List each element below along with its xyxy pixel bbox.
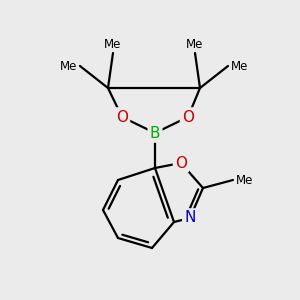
Text: O: O <box>116 110 128 124</box>
Text: O: O <box>182 110 194 124</box>
Text: B: B <box>150 125 160 140</box>
Text: Me: Me <box>186 38 204 51</box>
Text: O: O <box>175 155 187 170</box>
Text: Me: Me <box>104 38 122 51</box>
Text: Me: Me <box>236 173 254 187</box>
Text: Me: Me <box>60 59 77 73</box>
Text: Me: Me <box>231 59 248 73</box>
Text: N: N <box>184 211 196 226</box>
